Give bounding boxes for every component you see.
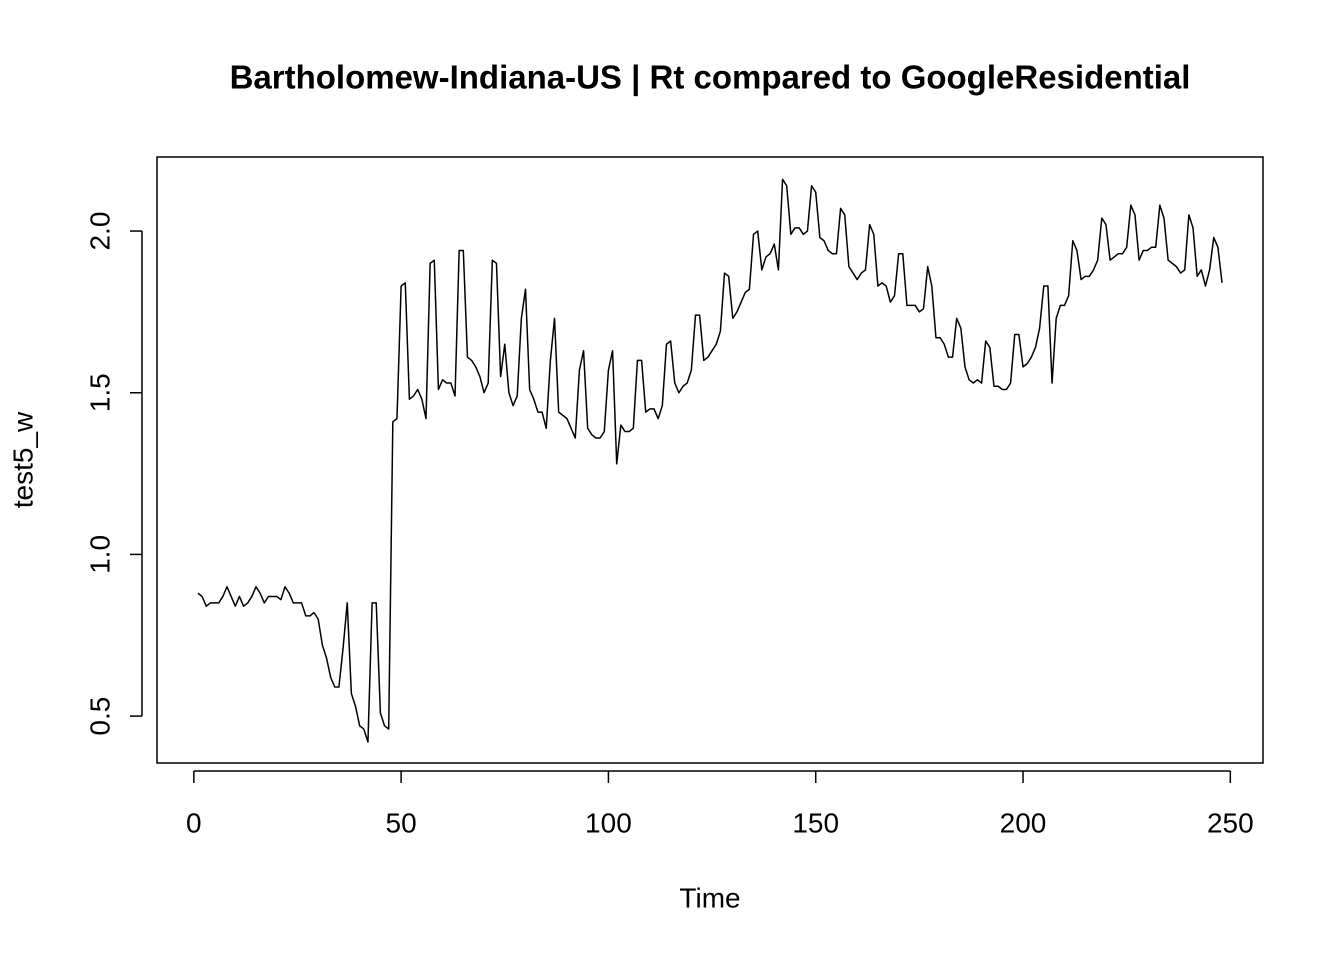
x-tick-label: 0 xyxy=(186,807,202,838)
y-axis-label: test5_w xyxy=(7,411,38,508)
y-tick-label: 1.0 xyxy=(84,535,115,574)
x-tick-label: 100 xyxy=(585,807,632,838)
y-tick-label: 2.0 xyxy=(84,212,115,251)
x-axis-label: Time xyxy=(679,882,740,913)
y-tick-label: 1.5 xyxy=(84,373,115,412)
x-tick-label: 250 xyxy=(1207,807,1254,838)
x-tick-label: 200 xyxy=(1000,807,1047,838)
plot-box xyxy=(156,156,1264,764)
x-tick-label: 150 xyxy=(792,807,839,838)
chart-title: Bartholomew-Indiana-US | Rt compared to … xyxy=(230,59,1191,96)
y-tick-label: 0.5 xyxy=(84,697,115,736)
data-line xyxy=(197,178,1223,743)
x-tick-label: 50 xyxy=(386,807,417,838)
